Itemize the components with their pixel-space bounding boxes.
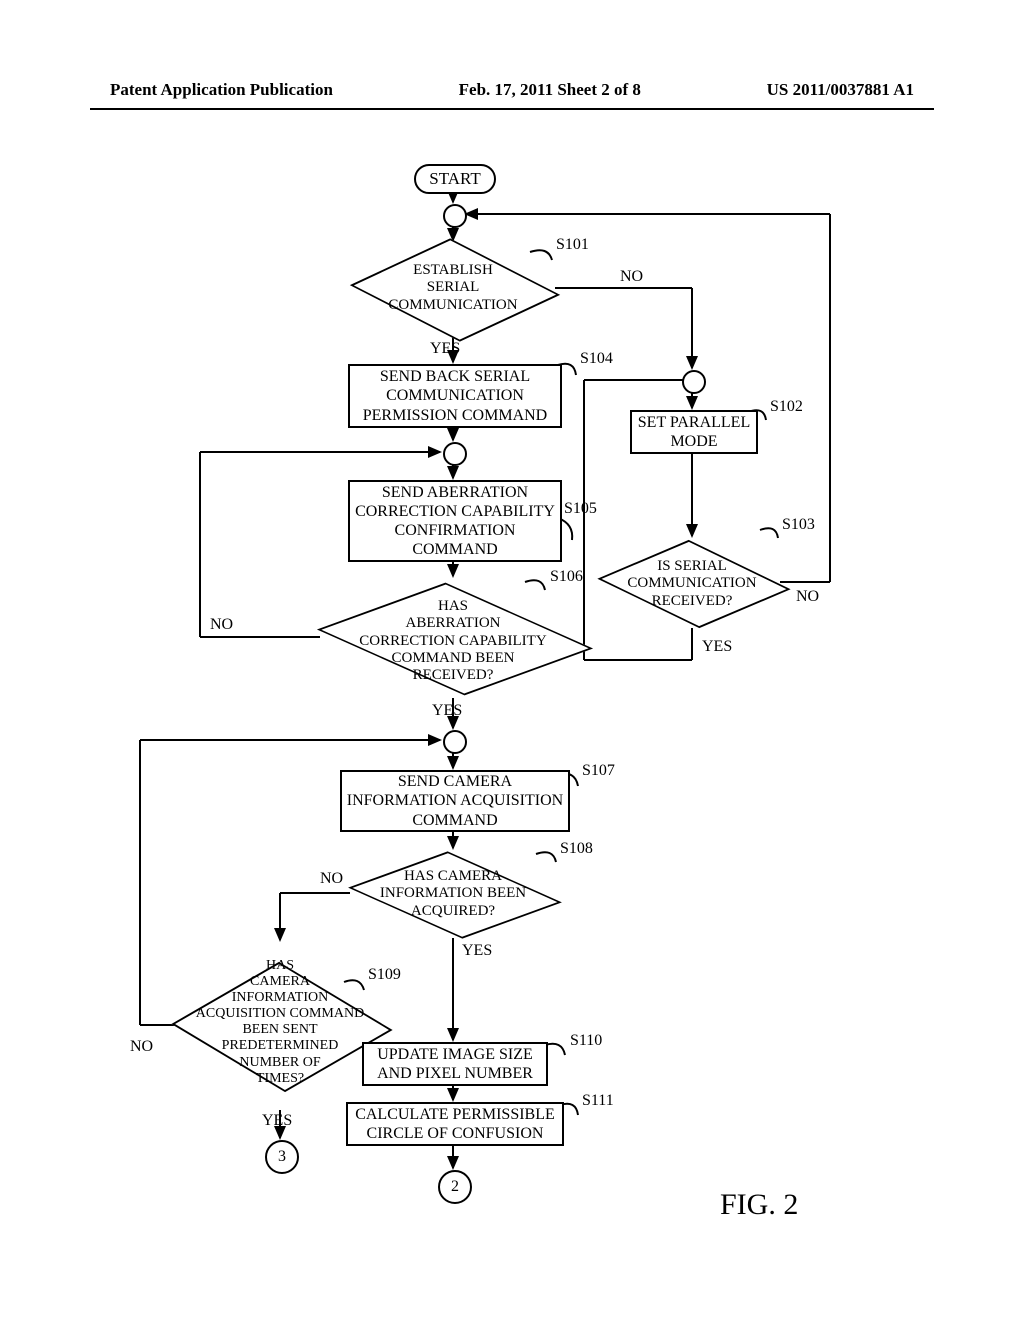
branch-s108-no: NO	[320, 870, 343, 888]
process-s111: CALCULATE PERMISSIBLECIRCLE OF CONFUSION	[346, 1102, 564, 1146]
branch-s109-yes: YES	[262, 1112, 292, 1130]
page-connector-2: 2	[438, 1170, 472, 1204]
branch-s106-no: NO	[210, 616, 233, 634]
process-s102: SET PARALLELMODE	[630, 410, 758, 454]
label-s111: S111	[582, 1092, 614, 1110]
label-s107: S107	[582, 762, 615, 780]
branch-s109-no: NO	[130, 1038, 153, 1056]
connector-4	[443, 730, 467, 754]
label-s106: S106	[550, 568, 583, 586]
label-s103: S103	[782, 516, 815, 534]
label-s109: S109	[368, 966, 401, 984]
header-right: US 2011/0037881 A1	[767, 80, 914, 100]
branch-s101-yes: YES	[430, 340, 460, 358]
connector-2	[682, 370, 706, 394]
header-rule	[90, 108, 934, 110]
process-s107: SEND CAMERAINFORMATION ACQUISITIONCOMMAN…	[340, 770, 570, 832]
page-connector-3: 3	[265, 1140, 299, 1174]
label-s108: S108	[560, 840, 593, 858]
label-s105: S105	[564, 500, 597, 518]
header-center: Feb. 17, 2011 Sheet 2 of 8	[459, 80, 641, 100]
connector-1	[443, 204, 467, 228]
start-terminator: START	[414, 164, 496, 194]
label-s110: S110	[570, 1032, 602, 1050]
label-s102: S102	[770, 398, 803, 416]
figure-label: FIG. 2	[720, 1188, 798, 1222]
branch-s103-no: NO	[796, 588, 819, 606]
process-s105: SEND ABERRATIONCORRECTION CAPABILITYCONF…	[348, 480, 562, 562]
branch-s101-no: NO	[620, 268, 643, 286]
page-header: Patent Application Publication Feb. 17, …	[0, 80, 1024, 100]
connector-3	[443, 442, 467, 466]
branch-s108-yes: YES	[462, 942, 492, 960]
flowchart: START ESTABLISHSERIALCOMMUNICATION S101 …	[0, 150, 1024, 1250]
branch-s106-yes: YES	[432, 702, 462, 720]
label-s104: S104	[580, 350, 613, 368]
branch-s103-yes: YES	[702, 638, 732, 656]
header-left: Patent Application Publication	[110, 80, 333, 100]
label-s101: S101	[556, 236, 589, 254]
process-s104: SEND BACK SERIALCOMMUNICATIONPERMISSION …	[348, 364, 562, 428]
process-s110: UPDATE IMAGE SIZEAND PIXEL NUMBER	[362, 1042, 548, 1086]
